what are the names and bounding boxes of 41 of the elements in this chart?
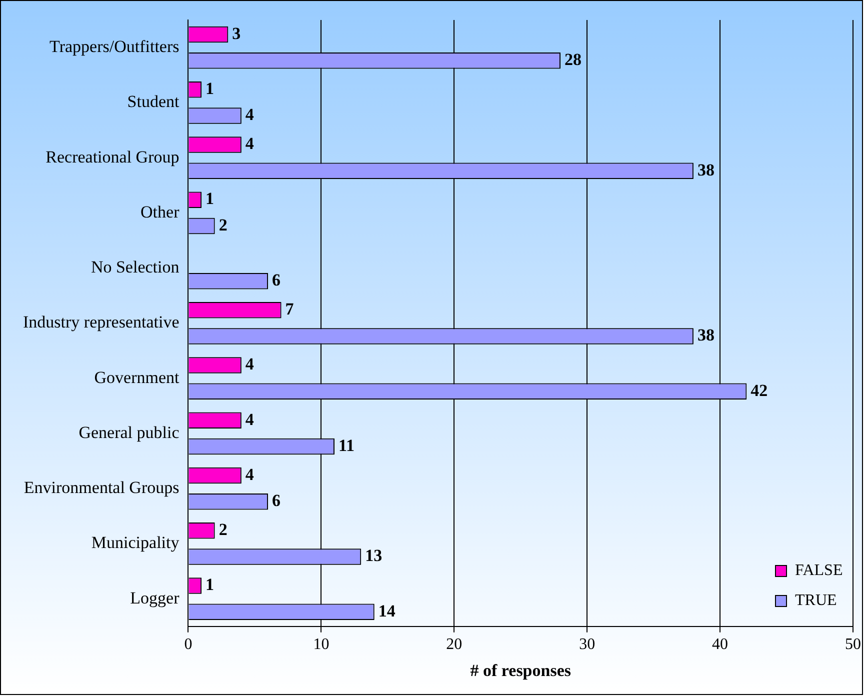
data-label: 2 bbox=[218, 520, 228, 540]
text: TRUE bbox=[795, 591, 837, 612]
y-tick-label: Government bbox=[94, 368, 180, 387]
x-tick-label: 10 bbox=[313, 636, 330, 654]
data-label: 38 bbox=[697, 326, 714, 345]
data-label: 4 bbox=[245, 410, 254, 429]
y-tick-label: Logger bbox=[130, 588, 180, 608]
data-label: 28 bbox=[564, 50, 582, 70]
y-tick-label: Municipality bbox=[91, 533, 180, 552]
y-tick-label: Industry representative bbox=[22, 312, 180, 332]
x-axis-title: # of responses bbox=[470, 661, 572, 680]
y-tick-label: Other bbox=[140, 202, 180, 222]
data-label: 1 bbox=[206, 78, 214, 98]
data-label: 4 bbox=[245, 354, 254, 374]
y-tick-label: No Selection bbox=[90, 258, 180, 277]
data-label: 1 bbox=[206, 575, 214, 594]
y-tick-label: Recreational Group bbox=[46, 147, 180, 166]
data-label: 38 bbox=[697, 160, 714, 180]
x-tick-label: 50 bbox=[845, 636, 861, 654]
x-tick-label: 30 bbox=[579, 636, 596, 654]
data-label: 11 bbox=[338, 436, 355, 455]
data-label: 6 bbox=[272, 491, 281, 510]
data-label: 2 bbox=[218, 215, 228, 234]
data-label: 42 bbox=[750, 380, 768, 400]
y-tick-label: General public bbox=[78, 422, 180, 442]
data-label: 13 bbox=[365, 546, 382, 566]
data-label: 6 bbox=[272, 270, 281, 290]
data-label: 1 bbox=[206, 189, 214, 208]
data-label: 4 bbox=[245, 105, 254, 124]
x-tick-label: 20 bbox=[446, 636, 462, 654]
x-tick-label: 40 bbox=[712, 636, 728, 654]
y-tick-label: Trappers/Outfitters bbox=[50, 37, 180, 56]
data-label: 7 bbox=[285, 300, 294, 318]
data-label: 14 bbox=[378, 601, 396, 620]
data-label: 4 bbox=[245, 134, 254, 154]
legend-label: FALSE bbox=[795, 561, 843, 582]
x-tick-label: 0 bbox=[184, 636, 192, 654]
data-label: 4 bbox=[245, 464, 254, 484]
data-label: 3 bbox=[232, 24, 241, 43]
y-tick-label: Environmental Groups bbox=[24, 478, 180, 498]
y-tick-label: Student bbox=[127, 92, 180, 112]
